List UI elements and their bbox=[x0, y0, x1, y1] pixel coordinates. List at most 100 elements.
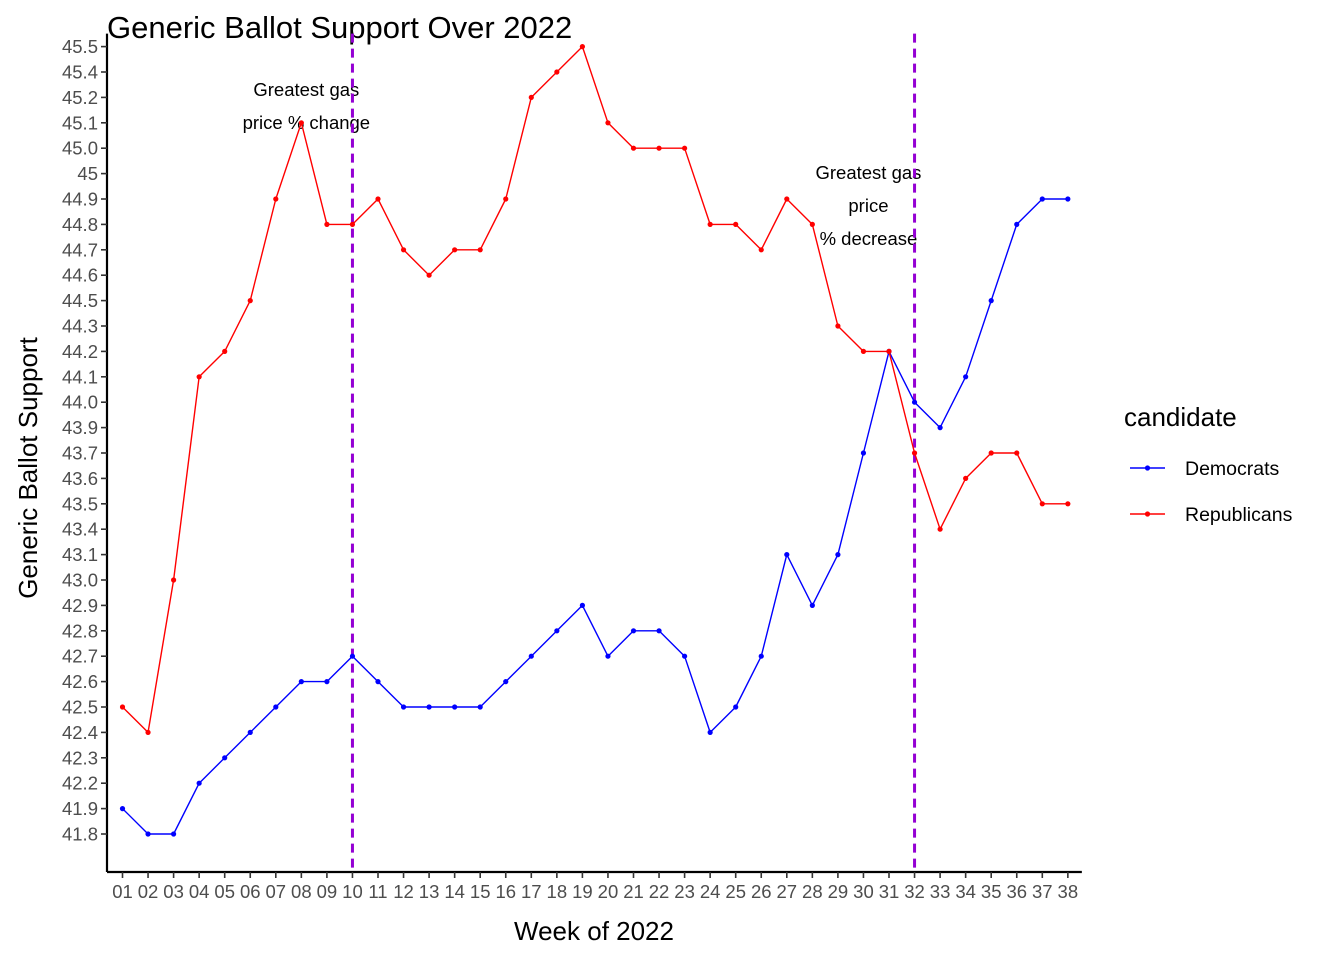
republicans-point bbox=[298, 120, 304, 126]
democrats-point bbox=[1039, 196, 1045, 202]
republicans-legend-point bbox=[1144, 511, 1151, 517]
republicans-point bbox=[503, 196, 509, 202]
democrats-point bbox=[835, 552, 841, 558]
y-tick-label: 43.7 bbox=[62, 443, 98, 464]
x-tick-label: 34 bbox=[955, 881, 976, 902]
republicans-point bbox=[1065, 501, 1071, 507]
x-tick-label: 33 bbox=[930, 881, 951, 902]
x-tick-label: 26 bbox=[751, 881, 772, 902]
x-axis-title: Week of 2022 bbox=[514, 916, 674, 946]
democrats-point bbox=[145, 831, 151, 837]
y-tick-label: 45.4 bbox=[62, 62, 98, 83]
democrats-point bbox=[452, 704, 458, 710]
y-tick-label: 42.8 bbox=[62, 620, 98, 641]
x-tick-label: 24 bbox=[700, 881, 721, 902]
republicans-point bbox=[758, 247, 764, 253]
democrats-point bbox=[400, 704, 407, 710]
axes: 41.8 41.9 42.2 42.3 42.4 42.5 42.6 42.7 42.8 42.9… bbox=[62, 33, 1082, 902]
x-tick-label: 09 bbox=[317, 881, 338, 902]
x-tick-label: 04 bbox=[189, 881, 210, 902]
democrats-point bbox=[503, 679, 509, 685]
y-tick-label: 42.2 bbox=[62, 773, 98, 794]
x-tick-label: 18 bbox=[547, 881, 568, 902]
democrats-point bbox=[758, 653, 764, 659]
x-tick-label: 10 bbox=[342, 881, 363, 902]
democrats-point bbox=[579, 602, 586, 609]
legend: candidate Democrats Republicans bbox=[1124, 402, 1293, 526]
republicans-point bbox=[375, 196, 381, 202]
x-tick-label: 06 bbox=[240, 881, 261, 902]
republicans-point bbox=[349, 221, 356, 227]
democrats-point bbox=[196, 780, 202, 786]
y-axis-title: Generic Ballot Support bbox=[13, 336, 43, 598]
republicans-point bbox=[707, 221, 713, 227]
democrats-point bbox=[324, 679, 330, 685]
x-tick-label: 08 bbox=[291, 881, 312, 902]
x-tick-label: 14 bbox=[444, 881, 465, 902]
democrats-point bbox=[426, 704, 432, 710]
y-tick-label: 43.1 bbox=[62, 544, 98, 565]
republicans-point bbox=[860, 348, 867, 354]
democrats-line bbox=[122, 198, 1068, 835]
y-tick-label: 44.0 bbox=[62, 392, 98, 413]
democrats-point bbox=[963, 374, 969, 380]
series bbox=[119, 44, 1071, 837]
democrats-point bbox=[375, 679, 381, 685]
republicans-point bbox=[656, 145, 662, 151]
x-tick-label: 30 bbox=[853, 881, 874, 902]
x-tick-label: 17 bbox=[521, 881, 542, 902]
legend-title: candidate bbox=[1124, 402, 1237, 432]
y-tick-label: 44.2 bbox=[62, 341, 98, 362]
republicans-point bbox=[630, 145, 637, 151]
y-tick-label: 42.9 bbox=[62, 595, 98, 616]
republicans-point bbox=[784, 196, 790, 202]
y-tick-label: 42.5 bbox=[62, 697, 98, 718]
y-tick-label: 43.6 bbox=[62, 468, 98, 489]
republicans-point bbox=[119, 704, 126, 710]
democrats-point bbox=[1065, 196, 1071, 202]
x-tick-label: 07 bbox=[266, 881, 287, 902]
republicans-point bbox=[273, 196, 279, 202]
republicans-point bbox=[937, 526, 943, 532]
republicans-point bbox=[171, 577, 177, 583]
republicans-point bbox=[222, 348, 228, 354]
x-tick-label: 32 bbox=[904, 881, 925, 902]
republicans-line bbox=[122, 45, 1068, 734]
y-tick-label: 43.5 bbox=[62, 493, 98, 514]
x-tick-label: 03 bbox=[163, 881, 184, 902]
x-tick-label: 21 bbox=[623, 881, 644, 902]
y-tick-label: 45.2 bbox=[62, 87, 98, 108]
y-tick-label: 43.4 bbox=[62, 519, 98, 540]
y-tick-label: 45.1 bbox=[62, 112, 98, 133]
x-tick-label: 35 bbox=[981, 881, 1002, 902]
y-tick-label: 42.3 bbox=[62, 747, 98, 768]
y-tick-label: 44.5 bbox=[62, 290, 98, 311]
x-tick-label: 20 bbox=[598, 881, 619, 902]
y-tick-label: 44.6 bbox=[62, 265, 98, 286]
republicans-point bbox=[145, 729, 151, 736]
y-tick-label: 44.9 bbox=[62, 189, 98, 210]
y-tick-label: 43.0 bbox=[62, 570, 98, 591]
y-tick-label: 44.7 bbox=[62, 239, 98, 260]
democrats-point bbox=[171, 831, 177, 837]
democrats-point bbox=[554, 628, 560, 634]
democrats-point bbox=[784, 552, 790, 558]
democrats-point bbox=[605, 653, 611, 659]
x-tick-label: 27 bbox=[777, 881, 798, 902]
democrats-legend-point bbox=[1144, 465, 1151, 471]
y-tick-label: 42.7 bbox=[62, 646, 98, 667]
republicans-point bbox=[911, 450, 918, 456]
annotation-text: price % change bbox=[243, 112, 371, 133]
republicans-point bbox=[247, 298, 253, 304]
democrats-point bbox=[630, 628, 637, 634]
republicans-point bbox=[809, 221, 815, 227]
annotation-text: Greatest gas bbox=[815, 162, 921, 183]
x-tick-label: 12 bbox=[393, 881, 414, 902]
democrats-point bbox=[656, 628, 662, 634]
republicans-point bbox=[196, 374, 202, 380]
y-tick-label: 45.0 bbox=[62, 138, 98, 159]
y-tick-label: 44.3 bbox=[62, 316, 98, 337]
democrats-point bbox=[222, 755, 228, 761]
